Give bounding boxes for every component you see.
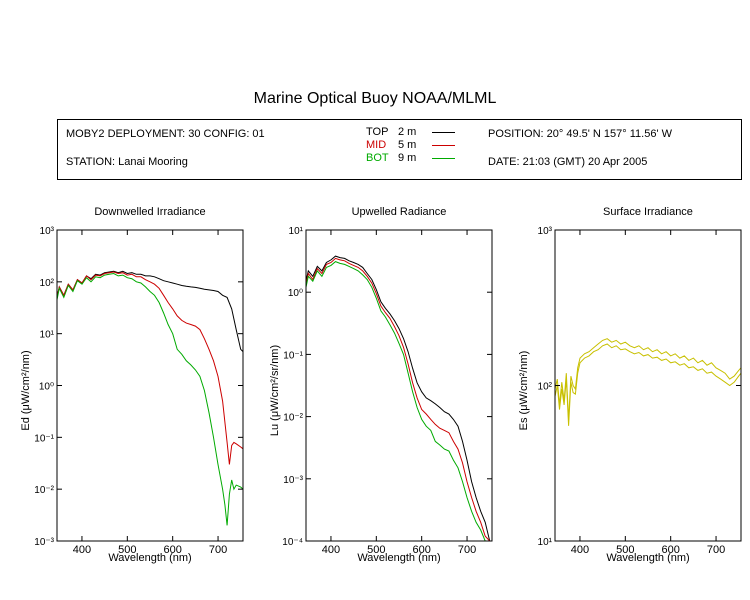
y-tick-label: 10⁻² [283,413,303,424]
series-line-top [57,270,243,352]
x-tick-label: 400 [322,544,340,556]
x-axis-label: Wavelength (nm) [606,552,689,564]
legend-name: TOP [366,126,389,138]
x-tick-label: 500 [367,544,385,556]
date-text: DATE: 21:03 (GMT) 20 Apr 2005 [488,156,648,168]
legend-line [432,131,455,133]
chart-panel-3: Surface Irradiance 400 500 600 700 10¹ 10² 10³ W… [518,206,742,564]
chart-series-group [306,255,491,541]
x-tick-label: 500 [616,544,634,556]
chart-panel-2: Upwelled Radiance 400 500 600 700 10⁻⁴ 10⁻³ 10⁻… [269,206,493,564]
legend-depth: 2 m [398,126,417,138]
deployment-text: MOBY2 DEPLOYMENT: 30 CONFIG: 01 [66,128,265,140]
y-tick-label: 10³ [538,226,553,237]
y-tick-label: 10² [538,382,553,393]
chart-frame [305,229,493,542]
y-tick-label: 10⁻³ [283,475,303,486]
x-tick-label: 400 [73,544,91,556]
y-tick-label: 10⁻³ [34,537,54,548]
legend-depth: 5 m [398,139,417,151]
y-tick-label: 10² [40,278,55,289]
station-text: STATION: Lanai Mooring [66,156,188,168]
y-axis-label: Es (μW/cm²/nm) [518,351,530,431]
series-line-bot [57,272,243,526]
info-box: MOBY2 DEPLOYMENT: 30 CONFIG: 01 STATION:… [57,119,742,180]
chart-panel-1: Downwelled Irradiance 400 500 600 700 10⁻³ 10⁻… [20,206,244,564]
y-tick-label: 10⁻¹ [283,350,303,361]
legend-line [432,157,455,159]
x-tick-label: 600 [164,544,182,556]
x-tick-label: 600 [413,544,431,556]
x-tick-label: 700 [458,544,476,556]
series-line-mid [306,257,491,541]
x-tick-label: 500 [118,544,136,556]
y-tick-label: 10⁻⁴ [282,537,303,548]
chart-title: Downwelled Irradiance [94,206,205,218]
x-axis-label: Wavelength (nm) [357,552,440,564]
chart-frame [554,229,742,542]
series-line-es [555,338,741,421]
legend-row-mid: MID 5 m [366,139,455,151]
series-line-top [306,255,491,541]
legend-name: BOT [366,152,389,164]
page-title: Marine Optical Buoy NOAA/MLML [253,90,497,107]
y-tick-label: 10⁰ [39,382,54,393]
y-tick-label: 10¹ [40,330,55,341]
legend-name: MID [366,139,387,151]
x-tick-label: 600 [662,544,680,556]
chart-series-group [555,338,741,426]
legend-row-top: TOP 2 m [366,126,455,138]
legend-row-bot: BOT 9 m [366,152,455,164]
x-axis-label: Wavelength (nm) [108,552,191,564]
y-tick-label: 10⁰ [288,288,303,299]
chart-title: Surface Irradiance [603,206,693,218]
x-tick-label: 700 [707,544,725,556]
x-tick-label: 400 [571,544,589,556]
chart-title: Upwelled Radiance [352,206,447,218]
x-tick-label: 700 [209,544,227,556]
position-text: POSITION: 20° 49.5' N 157° 11.56' W [488,128,672,140]
y-tick-label: 10⁻¹ [34,433,54,444]
series-line-mid [57,271,243,465]
y-tick-label: 10¹ [289,226,304,237]
y-axis-label: Ed (μW/cm²/nm) [20,350,32,430]
series-line-es2 [555,343,741,426]
chart-frame [56,229,244,542]
y-tick-label: 10¹ [538,537,553,548]
y-axis-label: Lu (μW/cm²/sr/nm) [269,345,281,436]
y-tick-label: 10³ [40,226,55,237]
legend-depth: 9 m [398,152,417,164]
chart-series-group [57,270,243,526]
y-tick-label: 10⁻² [34,485,54,496]
legend-line [432,144,455,146]
series-line-bot [306,261,490,541]
